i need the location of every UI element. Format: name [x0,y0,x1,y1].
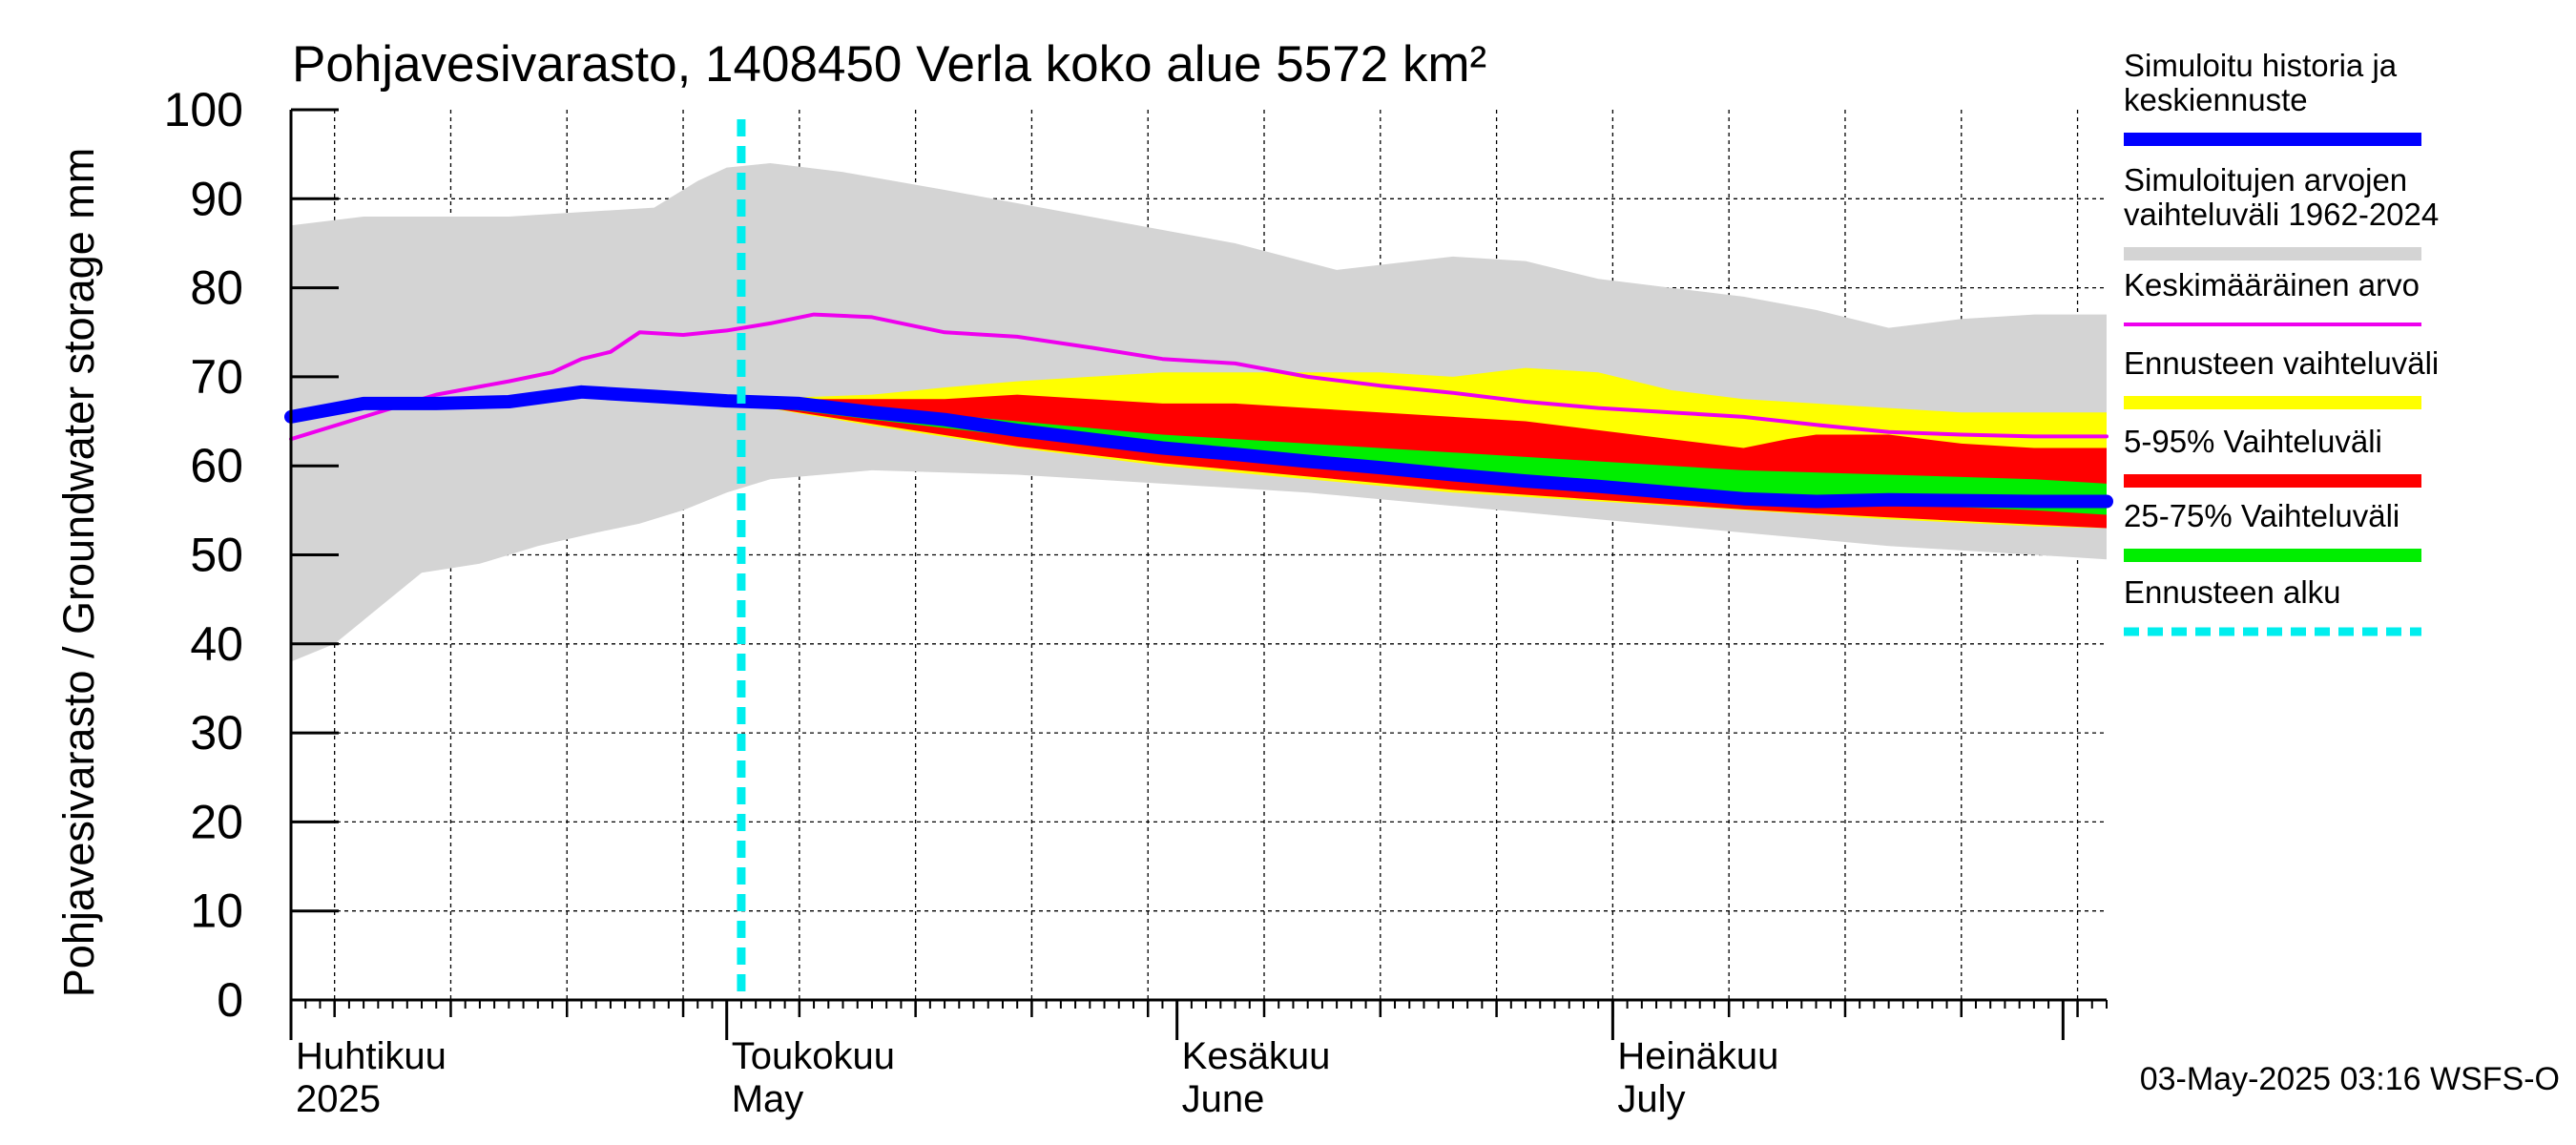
x-month-label-en: 2025 [296,1078,381,1120]
p25-75-band [740,401,2107,515]
legend-label: Ennusteen vaihteluväli [2124,345,2439,381]
x-month-label-en: May [732,1078,804,1120]
chart-title: Pohjavesivarasto, 1408450 Verla koko alu… [292,36,1486,93]
timestamp: 03-May-2025 03:16 WSFS-O [2140,1061,2560,1097]
legend-label: vaihteluväli 1962-2024 [2124,197,2439,232]
y-tick-label: 20 [190,795,243,848]
x-month-label-fi: Heinäkuu [1617,1035,1778,1077]
legend-label: 25-75% Vaihteluväli [2124,498,2399,533]
y-tick-label: 40 [190,617,243,671]
legend-label: keskiennuste [2124,82,2308,117]
y-tick-label: 80 [190,261,243,315]
y-tick-label: 0 [217,973,243,1027]
legend-label: Ennusteen alku [2124,574,2341,610]
legend-label: 5-95% Vaihteluväli [2124,424,2382,459]
series-layer [284,119,2113,1000]
x-month-label-en: July [1617,1078,1685,1120]
y-tick-label: 30 [190,706,243,760]
legend-label: Simuloitu historia ja [2124,48,2398,83]
median-line [284,385,2113,509]
y-tick-label: 10 [190,885,243,938]
x-month-label-fi: Toukokuu [732,1035,895,1077]
y-axis-label: Pohjavesivarasto / Groundwater storage m… [54,148,103,997]
y-tick-label: 90 [190,172,243,225]
x-month-label-en: June [1182,1078,1265,1120]
y-tick-label: 50 [190,529,243,582]
y-tick-label: 70 [190,350,243,404]
legend-label: Simuloitujen arvojen [2124,162,2407,198]
legend-label: Keskimääräinen arvo [2124,267,2420,302]
mean-line [289,312,2109,442]
y-tick-label: 60 [190,439,243,492]
x-month-label-fi: Kesäkuu [1182,1035,1331,1077]
y-tick-label: 100 [164,83,243,136]
x-month-label-fi: Huhtikuu [296,1035,447,1077]
